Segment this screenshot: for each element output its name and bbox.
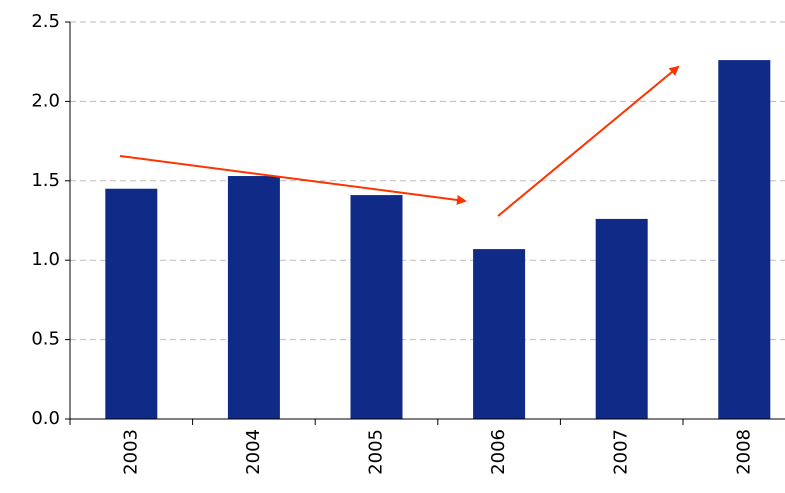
x-tick-label: 2004 xyxy=(243,429,264,475)
x-tick-label: 2006 xyxy=(488,429,509,475)
bar xyxy=(718,60,771,419)
bar xyxy=(105,188,158,419)
bar xyxy=(350,195,403,419)
trend-arrow-down xyxy=(119,155,467,205)
y-tick-label: 0.0 xyxy=(31,408,60,429)
y-tick-label: 2.5 xyxy=(31,11,60,32)
x-tick-label: 2008 xyxy=(733,429,754,475)
bar xyxy=(227,176,280,419)
y-tick-label: 2.0 xyxy=(31,90,60,111)
x-tick-label: 2007 xyxy=(611,429,632,475)
y-tick-label: 1.5 xyxy=(31,170,60,191)
bar xyxy=(595,218,648,419)
y-tick-label: 1.0 xyxy=(31,249,60,270)
x-tick-label: 2005 xyxy=(366,429,387,475)
bar xyxy=(473,249,526,419)
x-tick-label: 2003 xyxy=(120,429,141,475)
y-tick-label: 0.5 xyxy=(31,329,60,350)
plot: 0.0 0.5 1.0 1.5 2.0 2.5 2003 2004 2005 2006 2007 20… xyxy=(31,11,785,475)
trend-arrow-up xyxy=(497,65,680,217)
